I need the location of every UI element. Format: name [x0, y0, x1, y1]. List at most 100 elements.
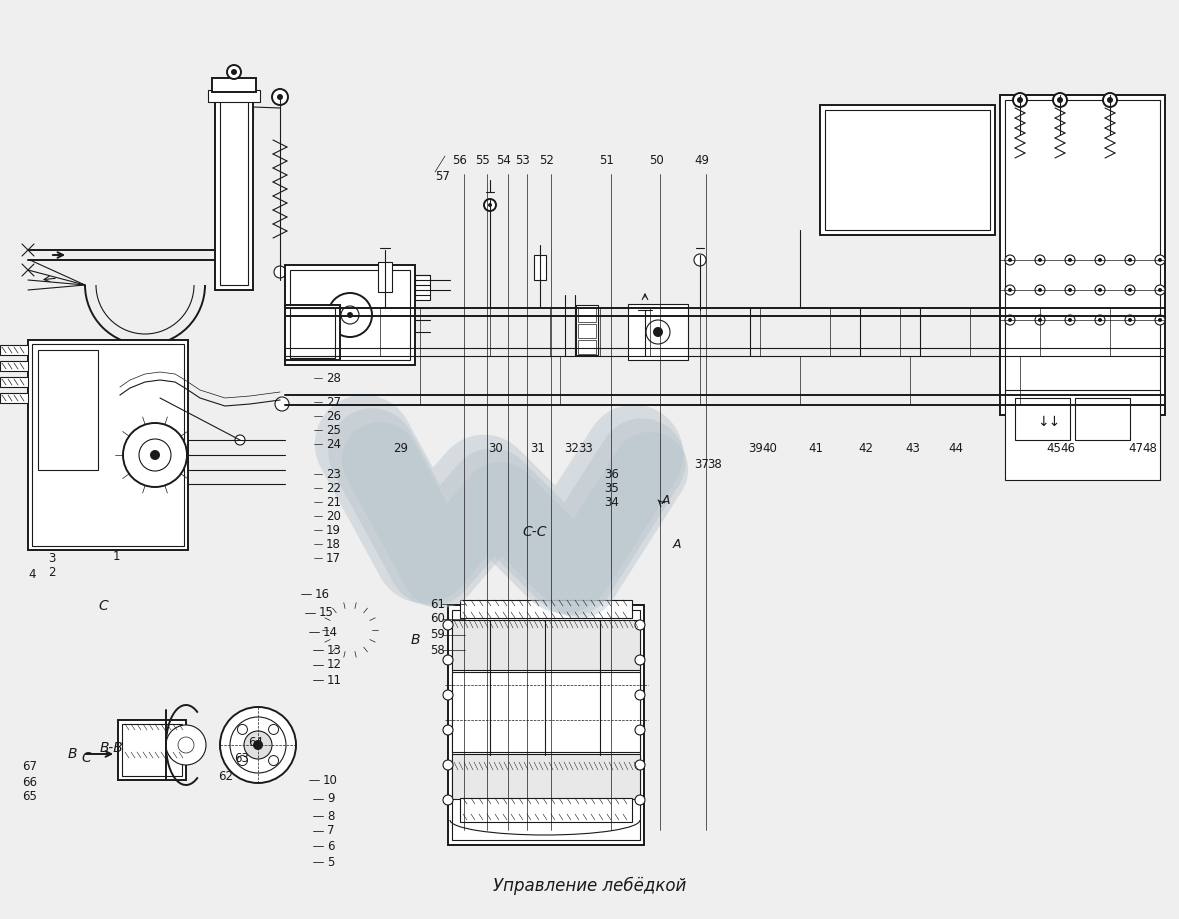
- Bar: [452, 620, 640, 670]
- Text: 11: 11: [327, 674, 342, 686]
- Circle shape: [1125, 315, 1135, 325]
- Circle shape: [1005, 315, 1015, 325]
- Text: 42: 42: [858, 441, 872, 455]
- Bar: [577, 305, 598, 355]
- Circle shape: [277, 94, 283, 100]
- Bar: [534, 255, 546, 280]
- Text: Управление лебёдкой: Управление лебёдкой: [493, 877, 686, 895]
- Text: 38: 38: [707, 458, 722, 471]
- Circle shape: [1038, 318, 1042, 322]
- Text: B-B: B-B: [100, 741, 124, 755]
- Text: B: B: [411, 633, 421, 647]
- Circle shape: [178, 737, 195, 753]
- Circle shape: [1098, 258, 1102, 262]
- Text: 15: 15: [320, 607, 334, 619]
- Text: 21: 21: [327, 495, 341, 508]
- Circle shape: [1128, 288, 1132, 292]
- Circle shape: [1053, 93, 1067, 107]
- Bar: [0, 393, 28, 403]
- Text: 66: 66: [22, 776, 37, 789]
- Bar: [38, 350, 98, 470]
- Circle shape: [274, 266, 286, 278]
- Circle shape: [341, 306, 358, 324]
- Circle shape: [1125, 255, 1135, 265]
- Circle shape: [1065, 285, 1075, 295]
- Circle shape: [1128, 318, 1132, 322]
- Circle shape: [443, 620, 453, 630]
- Text: 22: 22: [327, 482, 341, 494]
- Circle shape: [1155, 255, 1165, 265]
- Circle shape: [1035, 255, 1045, 265]
- Text: 37: 37: [694, 458, 709, 471]
- Text: 43: 43: [905, 441, 920, 455]
- Bar: [452, 610, 640, 840]
- Circle shape: [1005, 285, 1015, 295]
- Circle shape: [443, 655, 453, 665]
- Text: 64: 64: [248, 735, 263, 748]
- Text: 60: 60: [430, 612, 444, 626]
- Circle shape: [230, 717, 286, 773]
- Circle shape: [485, 199, 496, 211]
- Bar: [1015, 398, 1071, 440]
- Bar: [452, 672, 640, 752]
- Text: 67: 67: [22, 761, 37, 774]
- Bar: [290, 308, 335, 358]
- Text: 17: 17: [327, 551, 341, 564]
- Text: 41: 41: [808, 441, 823, 455]
- Bar: [285, 305, 340, 360]
- Circle shape: [1013, 93, 1027, 107]
- Bar: [0, 361, 28, 371]
- Text: 20: 20: [327, 509, 341, 523]
- Circle shape: [653, 327, 663, 337]
- Text: 3: 3: [48, 551, 55, 564]
- Circle shape: [1035, 315, 1045, 325]
- Circle shape: [269, 755, 278, 766]
- Bar: [212, 78, 256, 92]
- Circle shape: [1098, 288, 1102, 292]
- Text: 2: 2: [48, 565, 55, 578]
- Circle shape: [1098, 318, 1102, 322]
- Bar: [460, 600, 632, 618]
- Circle shape: [1155, 315, 1165, 325]
- Text: 59: 59: [430, 629, 444, 641]
- Circle shape: [443, 725, 453, 735]
- Circle shape: [1008, 258, 1012, 262]
- Bar: [215, 95, 253, 290]
- Circle shape: [635, 655, 645, 665]
- Bar: [1005, 390, 1160, 480]
- Text: 27: 27: [327, 395, 341, 409]
- Circle shape: [443, 760, 453, 770]
- Circle shape: [443, 690, 453, 700]
- Text: C: C: [81, 751, 91, 765]
- Bar: [821, 105, 995, 235]
- Text: 9: 9: [327, 792, 335, 805]
- Circle shape: [244, 731, 272, 759]
- Circle shape: [269, 724, 278, 734]
- Circle shape: [1104, 93, 1117, 107]
- Text: 45: 45: [1046, 441, 1061, 455]
- Bar: [578, 340, 597, 354]
- Bar: [220, 100, 248, 285]
- Circle shape: [347, 312, 353, 318]
- Circle shape: [635, 760, 645, 770]
- Circle shape: [328, 293, 373, 337]
- Circle shape: [1068, 258, 1072, 262]
- Circle shape: [1065, 315, 1075, 325]
- Text: 28: 28: [327, 371, 341, 384]
- Bar: [0, 377, 28, 387]
- Text: 56: 56: [453, 153, 467, 166]
- Text: 63: 63: [233, 752, 249, 765]
- Circle shape: [166, 725, 206, 765]
- Text: 1: 1: [113, 550, 120, 562]
- Bar: [578, 324, 597, 338]
- Circle shape: [235, 435, 245, 445]
- Circle shape: [237, 724, 248, 734]
- Bar: [118, 720, 186, 780]
- Circle shape: [1008, 318, 1012, 322]
- Circle shape: [1095, 285, 1105, 295]
- Text: 54: 54: [496, 153, 512, 166]
- Bar: [452, 754, 640, 799]
- Circle shape: [228, 65, 241, 79]
- Text: 30: 30: [488, 441, 502, 455]
- Circle shape: [150, 450, 160, 460]
